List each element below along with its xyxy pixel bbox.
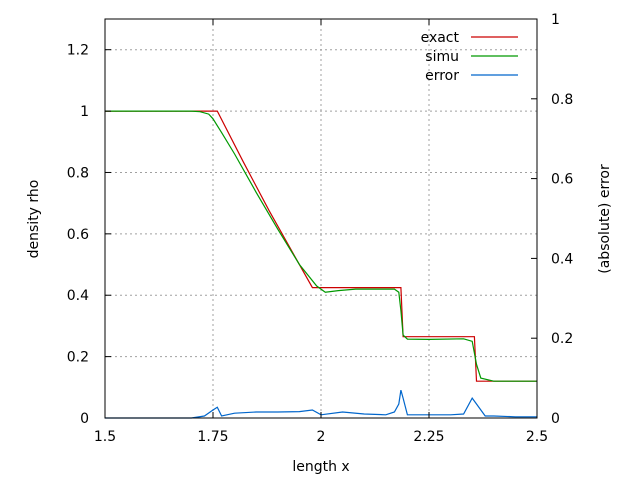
series-line-simu (105, 110, 537, 382)
y-tick-label: 0.8 (67, 165, 89, 181)
legend-label-simu: simu (425, 49, 459, 65)
y2-tick-label: 0.6 (551, 172, 573, 188)
series-layer (105, 110, 537, 419)
y-tick-label: 0.2 (67, 350, 89, 366)
y-tick-label: 1.2 (67, 43, 89, 59)
y2-tick-label: 0.4 (551, 251, 573, 267)
x-tick-label: 2.25 (413, 429, 444, 445)
y2-tick-label: 0.2 (551, 331, 573, 347)
x-tick-label: 1.75 (197, 429, 228, 445)
y-tick-label: 1 (80, 104, 89, 120)
y2-axis-label: (absolute) error (597, 164, 613, 274)
y2-tick-label: 1 (551, 12, 560, 28)
x-tick-label: 2.5 (526, 429, 548, 445)
x-axis-label: length x (292, 459, 349, 475)
y2-tick-label: 0 (551, 411, 560, 427)
legend: exact simu error (421, 30, 518, 84)
y-tick-label: 0.6 (67, 227, 89, 243)
grid (105, 19, 537, 418)
y-tick-label: 0.4 (67, 288, 89, 304)
y-axis-label: density rho (26, 180, 42, 259)
x-tick-label: 2 (317, 429, 326, 445)
series-line-exact (105, 110, 537, 382)
y-tick-label: 0 (80, 411, 89, 427)
legend-label-error: error (425, 68, 459, 84)
plot-frame (104, 18, 538, 419)
legend-label-exact: exact (421, 30, 460, 46)
axis-ticks: 1.5 1.75 2 2.25 2.500.20.40.60.811.200.20.40… (67, 12, 574, 445)
y2-tick-label: 0.8 (551, 92, 573, 108)
x-tick-label: 1.5 (94, 429, 116, 445)
series-line-error (105, 389, 537, 419)
